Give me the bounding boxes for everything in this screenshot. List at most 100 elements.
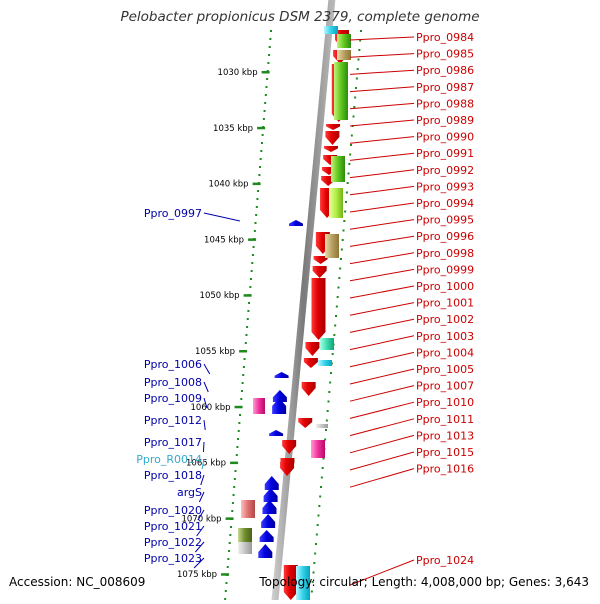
- label-leader: [349, 102, 415, 110]
- ruler-dot: [233, 486, 236, 488]
- gene-label-left[interactable]: Ppro_1017: [144, 436, 202, 449]
- gene-label-left[interactable]: Ppro_1020: [144, 504, 202, 517]
- gene-label-right[interactable]: Ppro_1003: [416, 330, 474, 343]
- gene-label-right[interactable]: Ppro_0986: [416, 64, 474, 77]
- gene-label-right[interactable]: Ppro_1005: [416, 363, 474, 376]
- gene-label-right[interactable]: Ppro_0989: [416, 114, 474, 127]
- ruler-dot: [240, 398, 243, 400]
- guide-dot: [340, 258, 342, 260]
- feature-block: [241, 500, 255, 518]
- gene-label-right[interactable]: Ppro_0995: [416, 214, 474, 227]
- forward-gene-arrow: [326, 124, 341, 130]
- gene-label-left[interactable]: argS: [177, 486, 202, 499]
- gene-label-left[interactable]: Ppro_1018: [144, 469, 202, 482]
- ruler-dot: [251, 262, 254, 264]
- guide-dot: [357, 58, 360, 61]
- gene-label-right[interactable]: Ppro_1015: [416, 446, 474, 459]
- gene-label-left[interactable]: Ppro_1021: [144, 520, 202, 533]
- ruler-dot: [269, 38, 272, 40]
- guide-dot: [337, 286, 340, 289]
- gene-label-right[interactable]: Ppro_1002: [416, 313, 474, 326]
- gene-label-right[interactable]: Ppro_1016: [416, 463, 474, 476]
- gene-label-right[interactable]: Ppro_1010: [416, 396, 474, 409]
- ruler-tick-label: 1035 kbp: [213, 124, 253, 134]
- gene-label-right[interactable]: Ppro_1024: [416, 554, 474, 567]
- gene-label-right[interactable]: Ppro_1007: [416, 380, 474, 393]
- genome-backbone-bar: [271, 0, 336, 600]
- genome-backbone: [271, 0, 336, 600]
- gene-label-left[interactable]: Ppro_1023: [144, 552, 202, 565]
- ruler-dot: [242, 366, 245, 368]
- ruler-dot: [241, 382, 244, 384]
- guide-dot: [345, 191, 348, 194]
- label-leader: [203, 381, 209, 393]
- ruler-dot: [254, 222, 257, 224]
- label-leader: [196, 525, 205, 537]
- label-leader: [203, 363, 211, 375]
- genome-title: Pelobacter propionicus DSM 2379, complet…: [120, 9, 480, 25]
- guide-dot: [335, 305, 338, 308]
- label-leader: [349, 185, 415, 196]
- gene-label-right[interactable]: Ppro_0994: [416, 197, 474, 210]
- forward-gene-arrow: [280, 462, 295, 476]
- gene-label-right[interactable]: Ppro_0988: [416, 97, 474, 110]
- guide-dot: [326, 410, 329, 412]
- gene-label-right[interactable]: Ppro_0999: [416, 263, 474, 276]
- label-leader-lines: [193, 36, 415, 586]
- gene-label-right[interactable]: Ppro_0984: [416, 31, 474, 44]
- gene-label-right[interactable]: Ppro_0998: [416, 247, 474, 260]
- gene-label-right[interactable]: Ppro_1011: [416, 413, 474, 426]
- forward-gene-arrow: [313, 256, 328, 264]
- ruler-tick: [257, 126, 266, 130]
- gene-label-right[interactable]: Ppro_0985: [416, 48, 474, 61]
- ruler-dot: [229, 526, 232, 528]
- gene-label-right[interactable]: Ppro_0992: [416, 164, 474, 177]
- label-leader: [349, 69, 415, 75]
- gene-label-left[interactable]: Ppro_1022: [144, 536, 202, 549]
- ruler-dot: [260, 150, 263, 152]
- feature-track: [238, 26, 351, 600]
- gene-label-left[interactable]: Ppro_0997: [144, 207, 202, 220]
- guide-dot: [355, 77, 358, 80]
- gene-label-right[interactable]: Ppro_0990: [416, 131, 474, 144]
- ruler-dot: [248, 302, 251, 304]
- gene-label-right[interactable]: Ppro_0987: [416, 81, 474, 94]
- gene-label-right[interactable]: Ppro_1004: [416, 346, 474, 359]
- guide-dot: [320, 476, 323, 479]
- gene-label-left[interactable]: Ppro_1012: [144, 414, 202, 427]
- ruler-tick-label: 1030 kbp: [218, 68, 258, 78]
- label-leader: [349, 559, 415, 586]
- gene-label-left[interactable]: Ppro_1009: [144, 392, 202, 405]
- gene-label-right[interactable]: Ppro_0991: [416, 147, 474, 160]
- label-leader: [349, 86, 415, 93]
- feature-block: [334, 62, 348, 120]
- gene-label-right[interactable]: Ppro_0993: [416, 180, 474, 193]
- gene-label-right[interactable]: Ppro_1000: [416, 280, 474, 293]
- guide-dot: [322, 457, 325, 460]
- accession-number: Accession: NC_008609: [9, 575, 146, 589]
- guide-dot: [340, 248, 343, 251]
- ruler-dot: [244, 342, 247, 344]
- ruler-tick-label: 1065 kbp: [186, 459, 226, 469]
- guide-dot: [314, 552, 317, 555]
- gene-label-right[interactable]: Ppro_1001: [416, 297, 474, 310]
- label-leader: [200, 474, 205, 486]
- ruler-tick: [230, 461, 239, 465]
- gene-label-right[interactable]: Ppro_0996: [416, 230, 474, 243]
- ruler-dot: [234, 470, 237, 472]
- gene-label-right[interactable]: Ppro_1013: [416, 429, 474, 442]
- ruler-dot: [263, 110, 266, 112]
- ruler-dot: [245, 334, 248, 336]
- label-leader: [349, 36, 415, 41]
- ruler-tick-label: 1060 kbp: [191, 403, 231, 413]
- gene-label-left[interactable]: Ppro_R0014: [136, 453, 202, 466]
- gene-label-left[interactable]: Ppro_1006: [144, 358, 202, 371]
- ruler-dot: [236, 446, 239, 448]
- gene-label-left[interactable]: Ppro_1008: [144, 376, 202, 389]
- label-leader: [203, 419, 206, 431]
- guide-dot: [346, 182, 349, 184]
- guide-dot: [343, 220, 346, 222]
- label-leader: [349, 418, 415, 437]
- ruler-dot: [268, 46, 271, 48]
- reverse-gene-arrow: [272, 390, 287, 402]
